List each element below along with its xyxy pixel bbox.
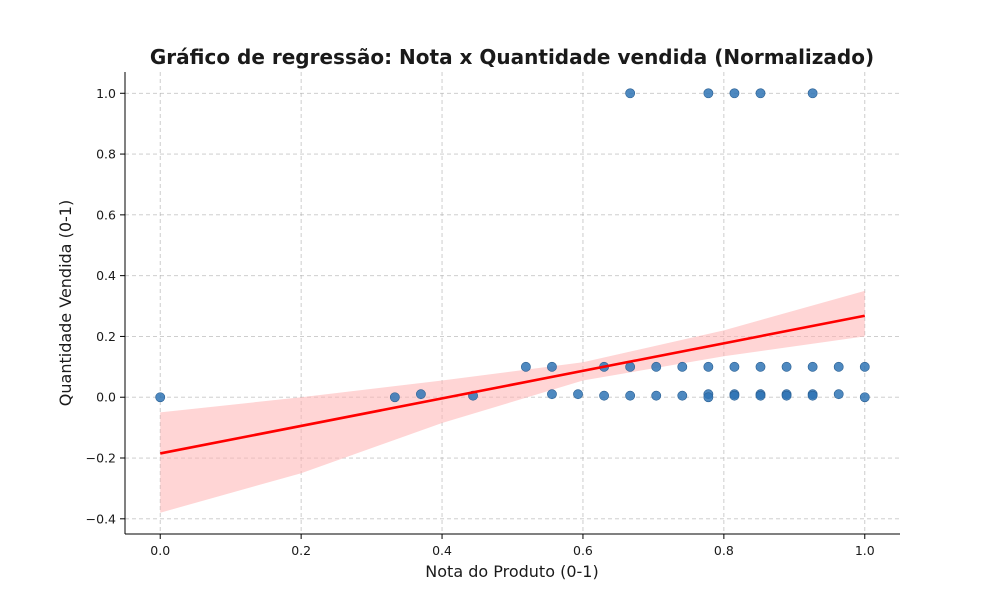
data-point	[651, 361, 662, 372]
y-axis-label: Quantidade Vendida (0-1)	[56, 200, 75, 406]
data-point	[599, 390, 609, 401]
data-point	[677, 390, 688, 401]
x-axis-label: Nota do Produto (0-1)	[425, 562, 598, 581]
x-tick-label: 0.6	[573, 543, 593, 558]
data-point	[703, 88, 714, 99]
y-tick-label: −0.2	[86, 451, 116, 466]
data-point	[755, 88, 766, 99]
data-point	[781, 390, 792, 401]
data-point	[703, 392, 714, 403]
x-tick-label: 0.2	[291, 543, 311, 558]
data-point	[729, 390, 740, 401]
data-point	[547, 389, 557, 400]
y-tick-label: 0.8	[96, 147, 116, 162]
data-point	[416, 389, 426, 400]
data-point	[859, 361, 870, 372]
data-point	[651, 390, 662, 401]
regression-line-layer	[159, 314, 866, 455]
axes	[124, 72, 900, 535]
data-point	[625, 88, 636, 99]
data-point	[807, 361, 818, 372]
data-point	[781, 361, 792, 372]
data-point	[573, 389, 583, 400]
y-tick-label: 0.2	[96, 329, 116, 344]
data-point	[755, 361, 766, 372]
x-tick-label: 0.8	[714, 543, 734, 558]
data-point	[520, 361, 531, 372]
y-tick-label: 0.6	[96, 207, 116, 222]
data-point	[729, 88, 740, 99]
data-point	[155, 392, 166, 403]
data-point	[755, 390, 766, 401]
tick-labels: 0.0 0.2 0.4 0.6 0.8 1.0 −0.4 −0.2 0.0 0.2 0.4 0.6 0.…	[86, 86, 875, 558]
data-point	[833, 389, 844, 400]
data-point	[547, 361, 557, 372]
data-point	[703, 361, 714, 372]
y-tick-label: 1.0	[96, 86, 116, 101]
x-tick-label: 1.0	[855, 543, 875, 558]
data-point	[625, 390, 636, 401]
x-tick-label: 0.4	[432, 543, 452, 558]
x-tick-label: 0.0	[150, 543, 170, 558]
data-point	[625, 361, 636, 372]
confidence-band-layer	[160, 290, 865, 513]
y-tick-label: 0.0	[96, 390, 116, 405]
y-tick-label: 0.4	[96, 268, 116, 283]
data-point	[729, 361, 740, 372]
data-point	[859, 392, 870, 403]
data-point	[389, 392, 400, 403]
data-point	[807, 390, 818, 401]
confidence-band	[160, 290, 865, 513]
y-tick-label: −0.4	[86, 511, 116, 526]
chart-title: Gráfico de regressão: Nota x Quantidade …	[150, 45, 874, 69]
data-point	[833, 361, 844, 372]
scatter-points	[155, 88, 870, 403]
regression-line	[159, 314, 866, 455]
data-point	[677, 361, 688, 372]
data-point	[807, 88, 818, 99]
